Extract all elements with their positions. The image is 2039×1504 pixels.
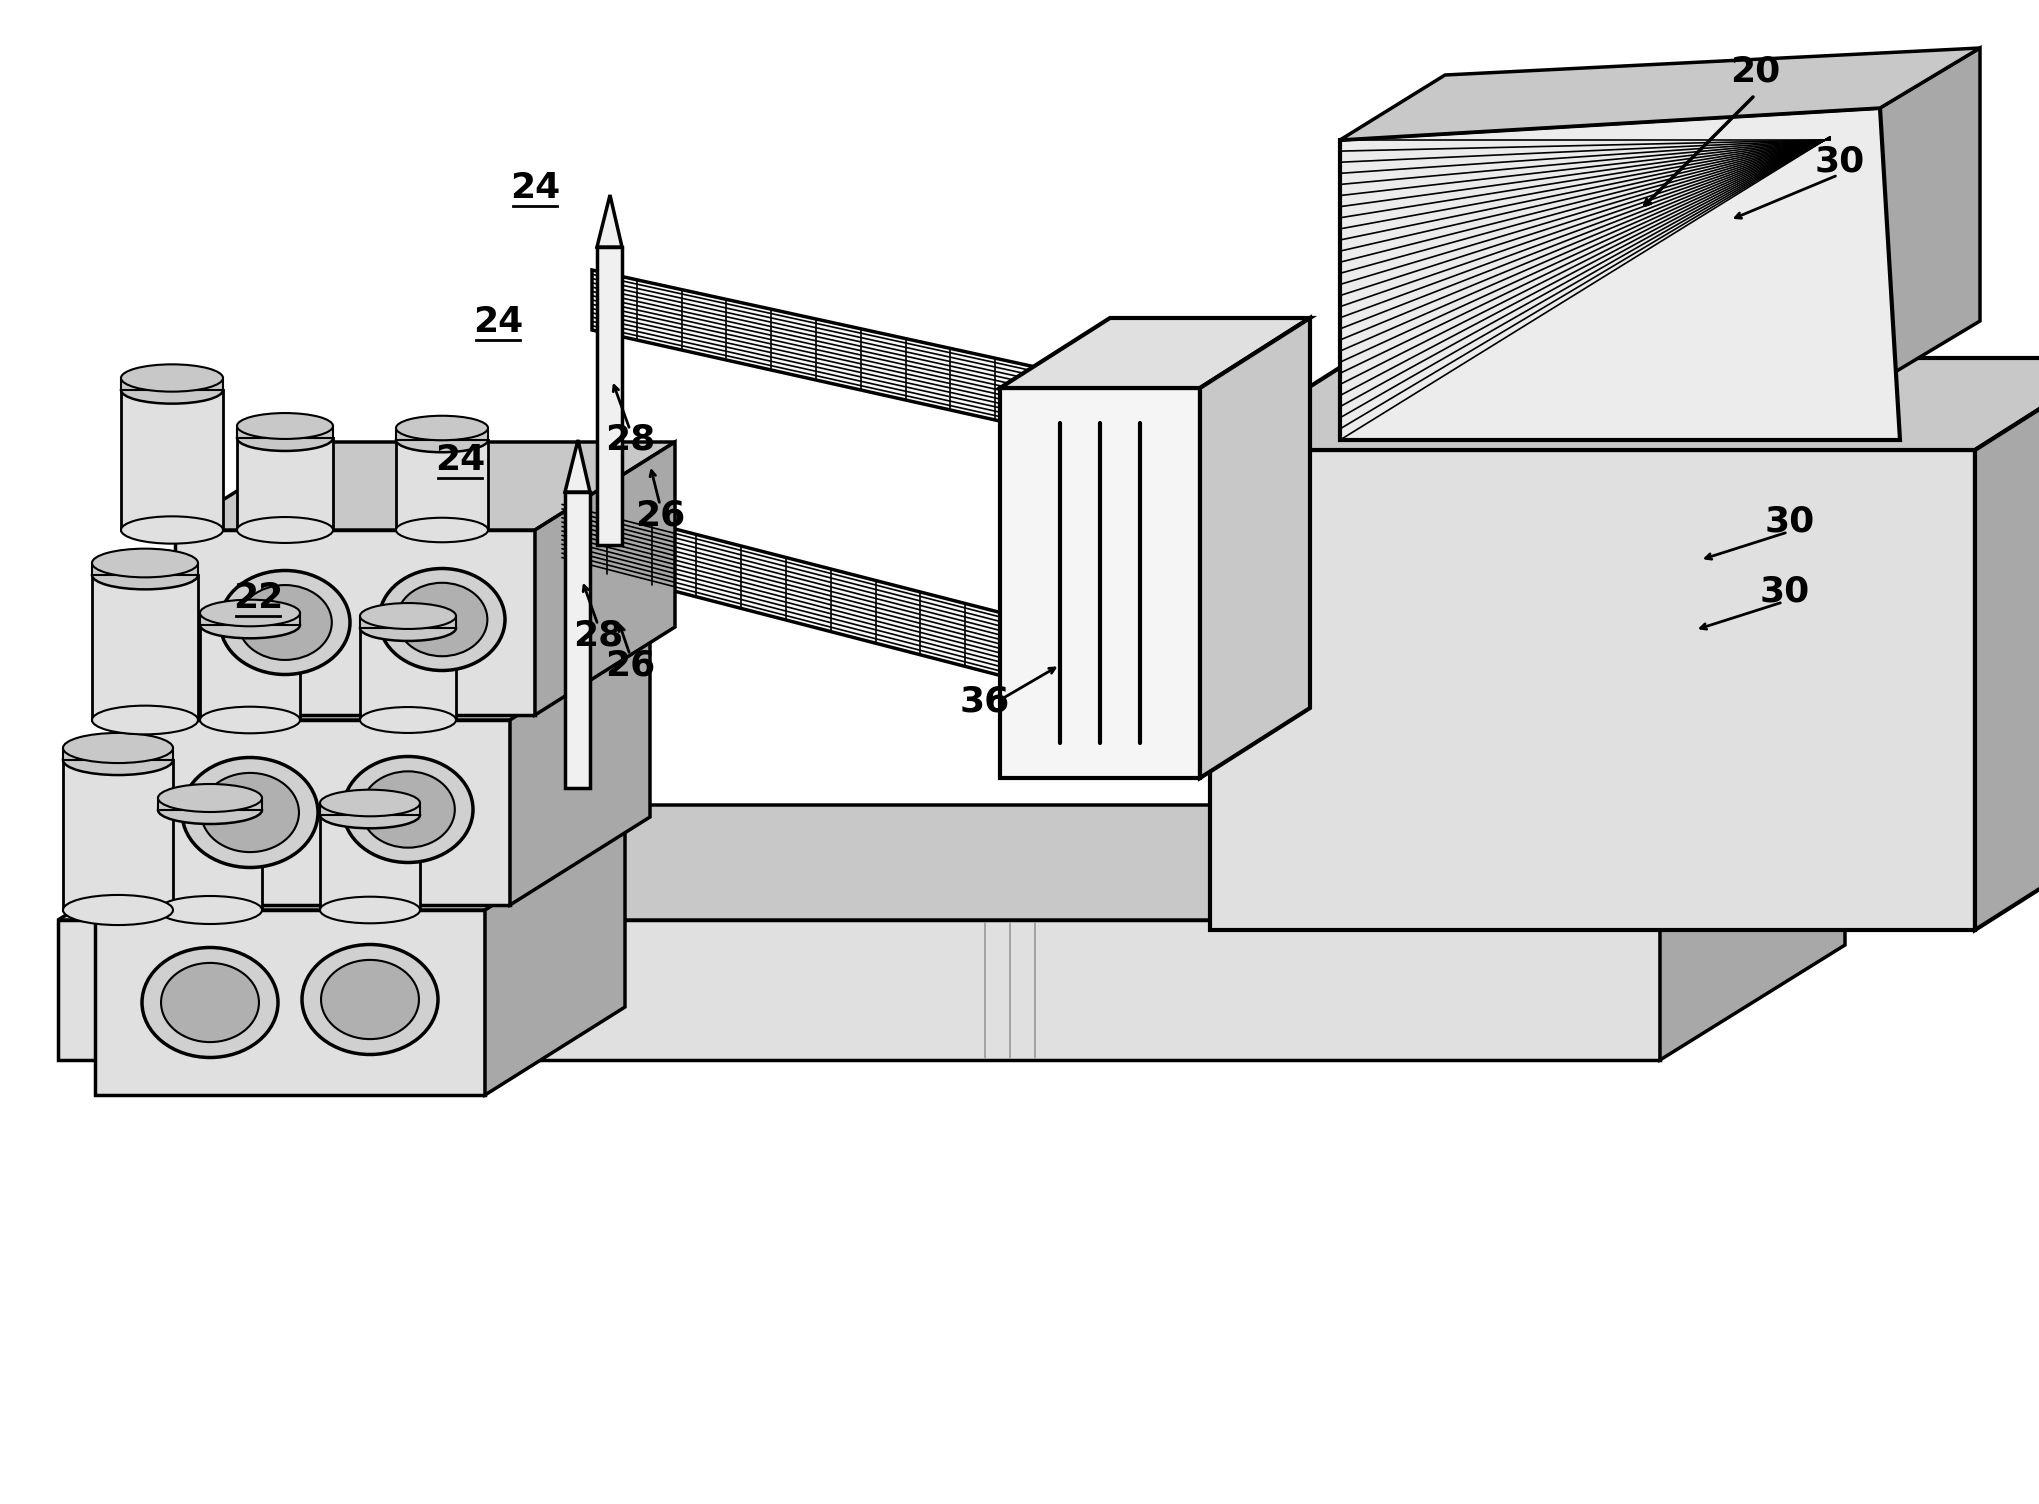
Ellipse shape — [143, 948, 277, 1057]
Text: 28: 28 — [573, 618, 622, 653]
Polygon shape — [396, 429, 487, 441]
Polygon shape — [200, 626, 300, 720]
Ellipse shape — [237, 517, 332, 543]
Ellipse shape — [202, 773, 300, 853]
Ellipse shape — [92, 549, 198, 578]
Polygon shape — [63, 747, 173, 760]
Polygon shape — [175, 442, 675, 529]
Polygon shape — [320, 815, 420, 910]
Polygon shape — [1880, 48, 1980, 381]
Polygon shape — [57, 920, 1660, 1060]
Ellipse shape — [320, 802, 420, 829]
Polygon shape — [359, 629, 457, 720]
Polygon shape — [237, 438, 332, 529]
Polygon shape — [135, 720, 510, 905]
Polygon shape — [597, 196, 622, 247]
Ellipse shape — [396, 517, 487, 543]
Ellipse shape — [343, 757, 473, 862]
Polygon shape — [96, 910, 485, 1095]
Polygon shape — [485, 823, 624, 1095]
Ellipse shape — [120, 516, 222, 543]
Ellipse shape — [200, 612, 300, 638]
Polygon shape — [1660, 805, 1843, 1060]
Polygon shape — [534, 442, 675, 714]
Ellipse shape — [63, 744, 173, 775]
Polygon shape — [92, 562, 198, 575]
Ellipse shape — [359, 603, 457, 629]
Text: 24: 24 — [434, 444, 485, 477]
Ellipse shape — [320, 896, 420, 923]
Ellipse shape — [63, 895, 173, 925]
Ellipse shape — [237, 414, 332, 439]
Ellipse shape — [120, 364, 222, 391]
Text: 30: 30 — [1760, 575, 1809, 609]
Ellipse shape — [237, 426, 332, 451]
Polygon shape — [510, 632, 650, 905]
Polygon shape — [120, 378, 222, 390]
Text: 30: 30 — [1815, 144, 1864, 179]
Polygon shape — [96, 823, 624, 910]
Ellipse shape — [320, 790, 420, 817]
Polygon shape — [320, 803, 420, 815]
Polygon shape — [157, 799, 261, 811]
Polygon shape — [175, 529, 534, 714]
Text: 26: 26 — [606, 648, 655, 681]
Polygon shape — [1340, 108, 1898, 441]
Polygon shape — [1340, 48, 1980, 140]
Polygon shape — [237, 426, 332, 438]
Ellipse shape — [396, 582, 487, 656]
Text: 28: 28 — [606, 423, 655, 457]
Polygon shape — [63, 760, 173, 910]
Ellipse shape — [63, 732, 173, 763]
Ellipse shape — [157, 784, 261, 812]
Ellipse shape — [302, 945, 438, 1054]
Polygon shape — [565, 441, 589, 492]
Ellipse shape — [359, 707, 457, 732]
Polygon shape — [591, 271, 1040, 430]
Polygon shape — [92, 575, 198, 720]
Text: 26: 26 — [634, 499, 685, 532]
Polygon shape — [57, 805, 1843, 920]
Ellipse shape — [361, 772, 455, 848]
Ellipse shape — [200, 707, 300, 734]
Text: 36: 36 — [960, 684, 1009, 719]
Ellipse shape — [92, 561, 198, 590]
Polygon shape — [120, 390, 222, 529]
Ellipse shape — [320, 960, 418, 1039]
Ellipse shape — [92, 705, 198, 734]
Ellipse shape — [359, 615, 457, 641]
Polygon shape — [1974, 358, 2039, 929]
Polygon shape — [135, 632, 650, 720]
Polygon shape — [157, 811, 261, 910]
Ellipse shape — [181, 758, 318, 868]
Polygon shape — [597, 247, 622, 544]
Polygon shape — [1209, 358, 2039, 450]
Polygon shape — [999, 388, 1199, 778]
Ellipse shape — [220, 570, 351, 674]
Polygon shape — [1209, 450, 1974, 929]
Polygon shape — [561, 499, 1009, 678]
Ellipse shape — [396, 415, 487, 441]
Polygon shape — [200, 614, 300, 626]
Text: 24: 24 — [473, 305, 522, 338]
Ellipse shape — [157, 796, 261, 824]
Ellipse shape — [379, 569, 506, 671]
Ellipse shape — [161, 963, 259, 1042]
Ellipse shape — [120, 376, 222, 403]
Polygon shape — [1199, 317, 1309, 778]
Polygon shape — [359, 617, 457, 629]
Polygon shape — [999, 317, 1309, 388]
Ellipse shape — [157, 896, 261, 923]
Ellipse shape — [200, 600, 300, 626]
Text: 20: 20 — [1729, 56, 1780, 89]
Text: 22: 22 — [232, 581, 283, 615]
Text: 30: 30 — [1764, 505, 1815, 538]
Text: 24: 24 — [510, 171, 561, 205]
Ellipse shape — [239, 585, 332, 660]
Polygon shape — [396, 441, 487, 529]
Polygon shape — [565, 492, 589, 788]
Ellipse shape — [396, 427, 487, 453]
